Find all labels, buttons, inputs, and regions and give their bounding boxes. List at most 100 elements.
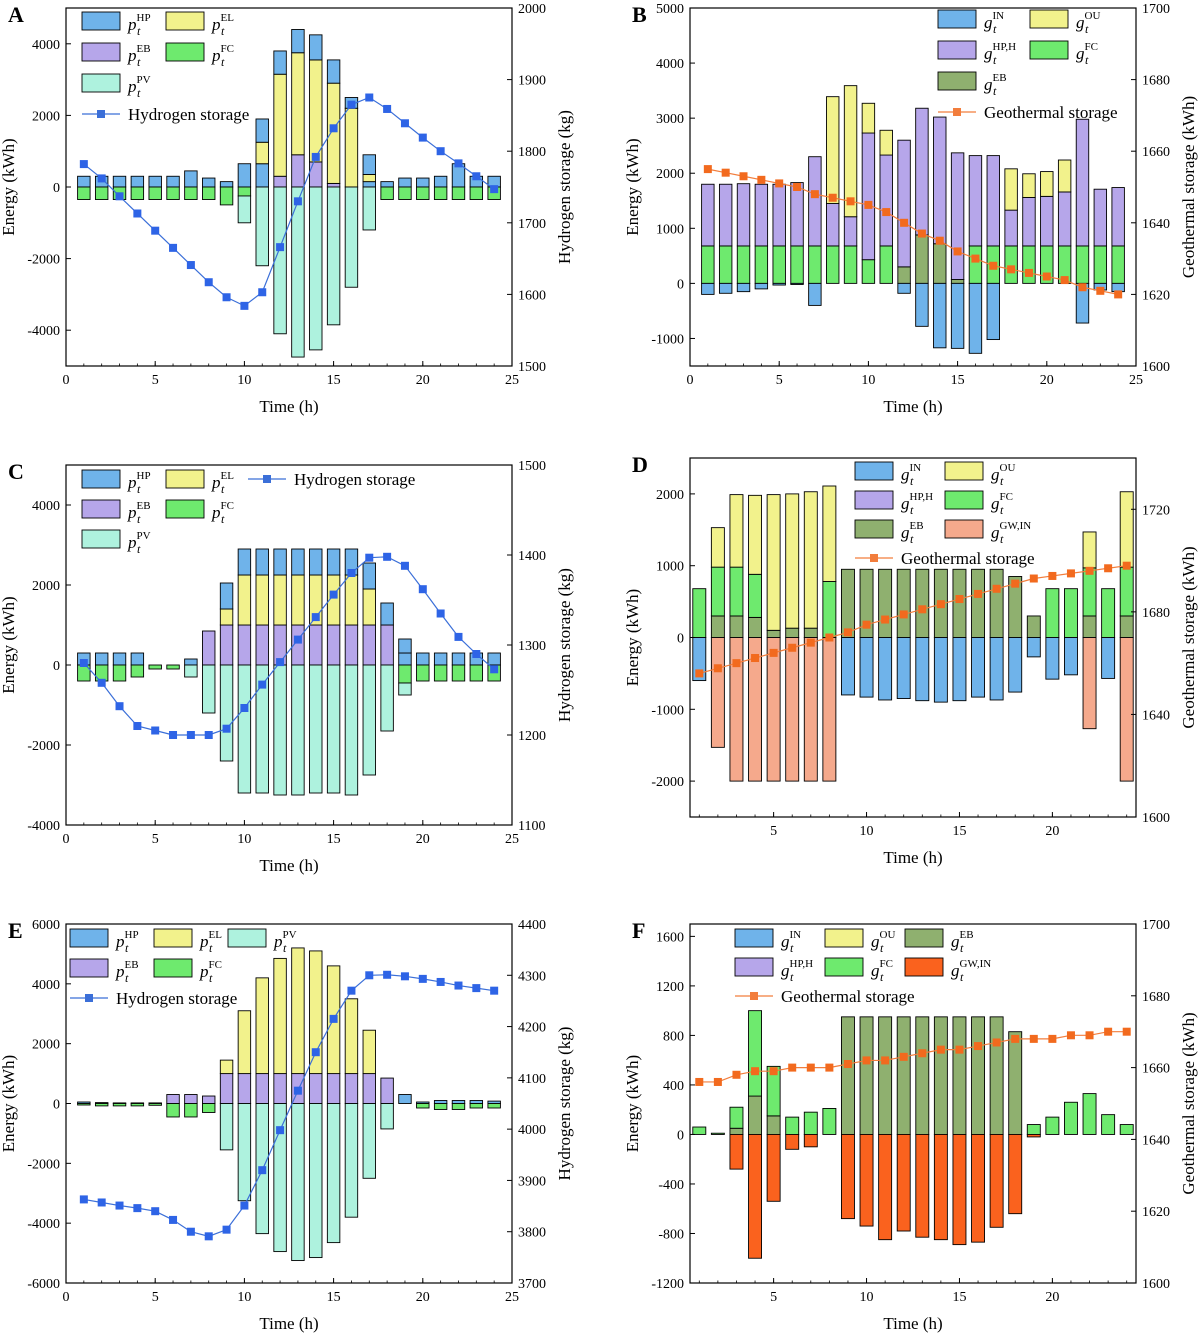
legend-marker [85, 994, 93, 1002]
bar-eb-7 [184, 1094, 198, 1104]
x-tick-label: 20 [1045, 1290, 1059, 1305]
storage-point-19 [400, 561, 409, 570]
bar-fc-7 [184, 1103, 198, 1118]
bar-hptop-15 [326, 59, 341, 84]
bar-pv-11 [255, 664, 269, 794]
bar-hp-19 [398, 1094, 412, 1104]
bar-ou-9 [843, 85, 858, 218]
storage-point-10 [240, 1201, 249, 1210]
bar-hp-20 [416, 652, 430, 666]
storage-point-4 [757, 175, 766, 184]
bar-hptop-9 [219, 582, 234, 610]
bar-el-12 [273, 73, 287, 177]
storage-point-5 [151, 1207, 160, 1216]
storage-point-24 [1122, 561, 1131, 570]
storage-point-4 [133, 209, 142, 218]
storage-point-10 [240, 301, 249, 310]
legend-label: gEB t [984, 72, 1007, 98]
bar-fc-1 [77, 186, 91, 200]
storage-point-16 [347, 986, 356, 995]
bar-eb-9 [219, 624, 234, 666]
bar-gwin-3 [729, 637, 744, 782]
y-tick-label: -2000 [27, 253, 60, 268]
x-tick-label: 20 [416, 373, 430, 388]
storage-point-1 [79, 1195, 88, 1204]
bar-hp-11 [255, 163, 269, 188]
storage-point-10 [864, 200, 873, 209]
legend-swatch-fc [824, 957, 864, 977]
legend-swatch-hp [81, 469, 121, 489]
bar-fc-4 [754, 245, 769, 284]
bar-hp-21 [433, 175, 448, 188]
bar-fc-21 [433, 186, 448, 200]
storage-point-10 [240, 704, 249, 712]
y-tick-label: 0 [53, 181, 60, 196]
storage-point-5 [151, 726, 160, 735]
bar-el-15 [326, 82, 341, 184]
bar-pv-15 [326, 664, 341, 794]
bar-fc-2 [718, 245, 733, 284]
legend-label: pEB t [127, 500, 151, 526]
bar-gwin-7 [803, 1133, 818, 1148]
bar-pv-15 [326, 1103, 341, 1244]
y2-tick-label: 1680 [1142, 990, 1170, 1005]
y2-tick-label: 1640 [1142, 708, 1170, 723]
y2-tick-label: 1300 [518, 639, 546, 654]
bar-eb-8 [202, 630, 216, 666]
bar-fc-19 [1026, 1124, 1041, 1135]
x-tick-label: 25 [505, 373, 519, 388]
bar-pv-10 [237, 664, 252, 794]
legend-swatch-hp [81, 11, 121, 31]
bar-ou-8 [822, 485, 837, 582]
bar-in-16 [968, 282, 983, 354]
bar-eb-3 [729, 1127, 744, 1135]
x-tick-label: 25 [505, 1290, 519, 1305]
storage-point-9 [843, 1060, 852, 1069]
bar-eb-2 [710, 615, 725, 638]
x-tick-label: 10 [860, 1290, 874, 1305]
legend-label: gFC t [991, 491, 1013, 517]
bar-eb-9 [841, 568, 855, 638]
bar-el-13 [291, 947, 305, 1075]
bar-fc-22 [451, 186, 466, 200]
storage-point-20 [418, 974, 427, 983]
storage-point-15 [955, 595, 964, 604]
legend-label: gOU t [871, 929, 895, 955]
bar-series [77, 548, 501, 796]
bar-el-16 [344, 998, 359, 1075]
y-tick-label: -1000 [651, 703, 684, 718]
bar-pv-17 [362, 1103, 376, 1179]
storage-point-16 [971, 254, 980, 263]
bar-eb-19 [1026, 615, 1041, 638]
legend-label: pEL t [211, 470, 234, 496]
bar-eb-15 [952, 568, 967, 638]
bar-eb-11 [255, 624, 269, 666]
legend-swatch-fc [165, 499, 205, 519]
bar-eb-18 [1008, 1031, 1023, 1135]
bar-ou-20 [1040, 171, 1054, 197]
bar-hph-16 [968, 155, 983, 247]
bar-in-20 [1045, 637, 1060, 680]
bar-fc-3 [112, 1103, 127, 1107]
bar-gwin-2 [710, 637, 725, 748]
storage-point-19 [400, 972, 409, 981]
bar-hp-19 [398, 177, 412, 188]
bar-eb-12 [273, 175, 287, 188]
y2-tick-label: 4100 [518, 1072, 546, 1087]
bar-fc-5 [772, 245, 786, 284]
plot-frame [689, 923, 1137, 1284]
bar-pv-17 [362, 186, 376, 231]
bar-fc-22 [451, 664, 466, 682]
bar-hp-6 [166, 175, 180, 188]
bar-hp-7 [184, 170, 198, 188]
bar-fc-22 [451, 1103, 466, 1110]
bar-eb-18 [380, 624, 394, 666]
bar-fc-21 [1064, 1101, 1078, 1135]
storage-point-14 [936, 600, 945, 609]
legend: gIN t gOU t gEB t gHP,H t gFC t gGW,IN t Geothermal … [734, 928, 991, 1006]
bar-pv-9 [219, 1103, 234, 1151]
legend-swatch-gw-in [944, 519, 984, 539]
storage-line [83, 974, 495, 1237]
y2-tick-label: 1640 [1142, 1133, 1170, 1148]
